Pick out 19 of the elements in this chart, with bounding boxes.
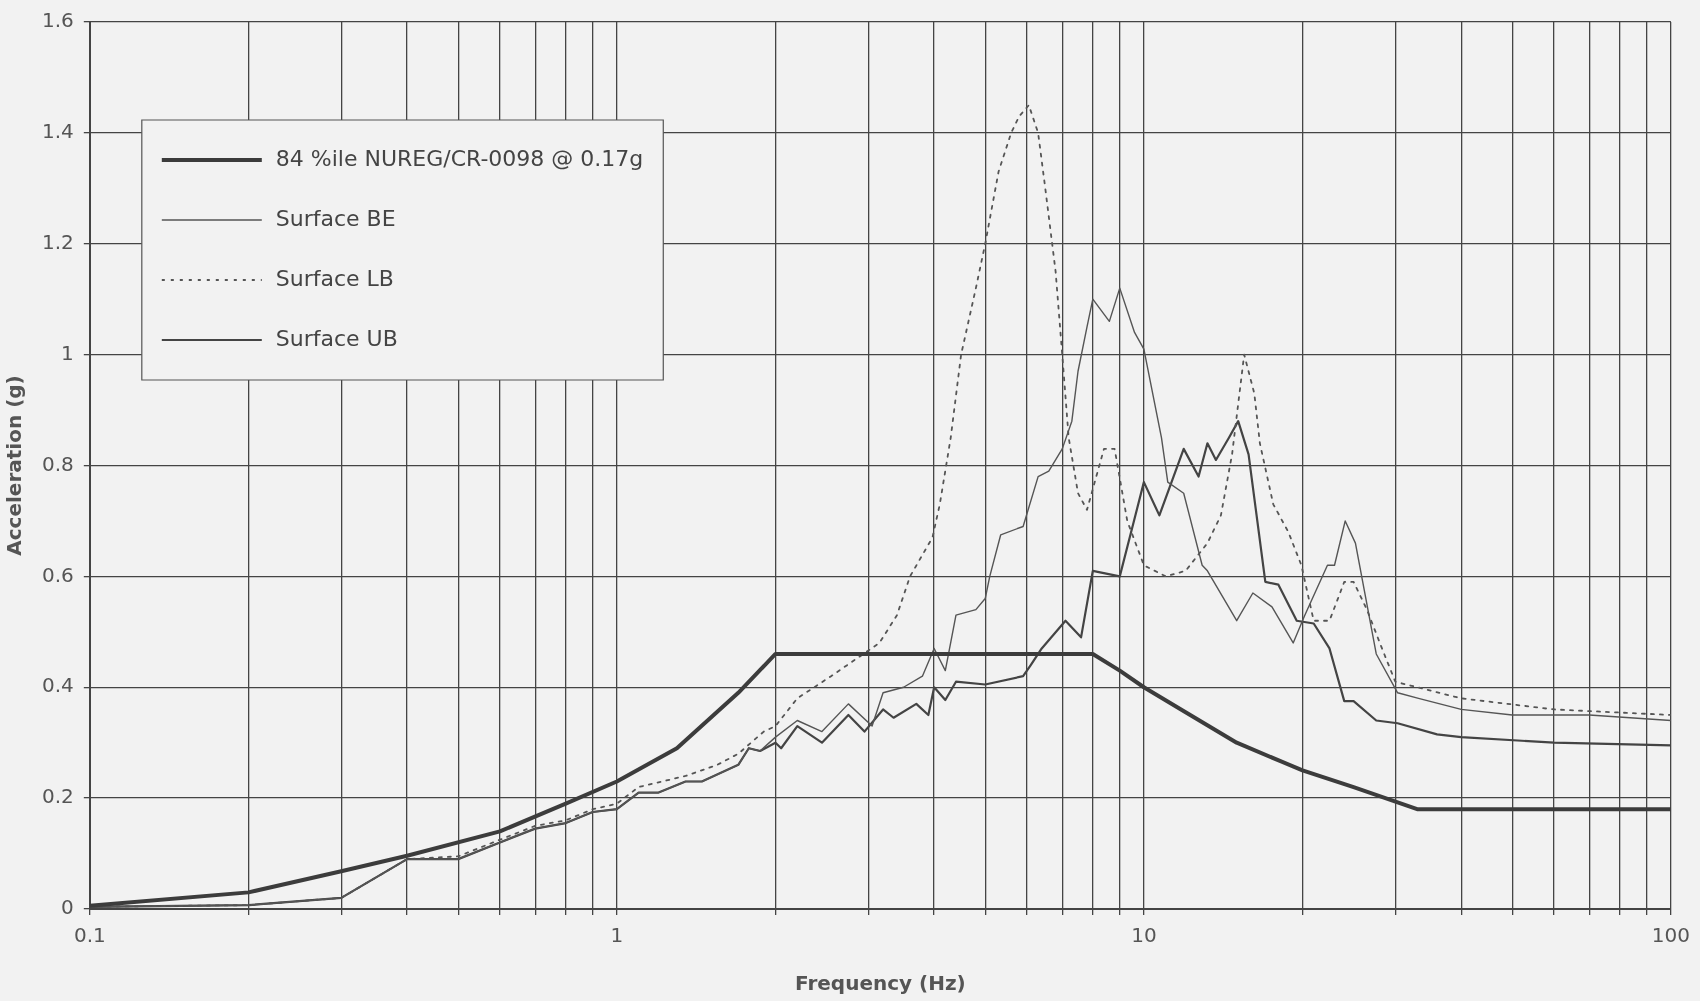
y-axis-title: Acceleration (g) (2, 375, 27, 556)
y-tick-label: 0.2 (41, 784, 74, 809)
legend-label: 84 %ile NUREG/CR-0098 @ 0.17g (275, 145, 644, 171)
x-tick-label: 100 (1651, 923, 1691, 948)
x-tick-label: 0.1 (73, 923, 106, 948)
legend-label: Surface BE (275, 205, 396, 231)
x-axis-title: Frequency (Hz) (795, 971, 966, 996)
y-tick-label: 1 (61, 340, 74, 365)
y-tick-label: 0.6 (41, 562, 74, 587)
legend-label: Surface UB (275, 325, 398, 351)
y-tick-label: 1.6 (41, 8, 74, 33)
y-tick-label: 1.4 (41, 119, 74, 144)
y-tick-label: 0.8 (41, 451, 74, 476)
y-tick-label: 0.4 (41, 673, 74, 698)
y-tick-label: 0 (61, 895, 74, 920)
x-tick-label: 1 (610, 923, 624, 948)
legend-label: Surface LB (275, 265, 394, 291)
y-tick-label: 1.2 (41, 229, 74, 254)
x-tick-label: 10 (1131, 923, 1157, 948)
